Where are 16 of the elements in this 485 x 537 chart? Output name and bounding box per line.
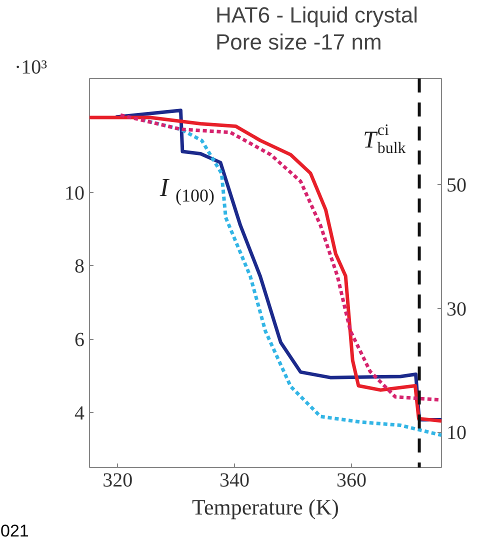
chart-title: HAT6 - Liquid crystal — [216, 2, 418, 28]
y-axis-title: ·10³ — [14, 56, 48, 78]
y-tick-label: 10 — [64, 182, 84, 204]
y2-tick-label: 10 — [446, 422, 466, 444]
y2-tick-label: 50 — [446, 174, 466, 196]
x-tick-label: 360 — [336, 470, 366, 492]
y-tick-label: 8 — [74, 256, 84, 278]
y2-tick-label: 30 — [446, 298, 466, 320]
x-tick-label: 320 — [102, 470, 133, 492]
x-axis-title: Temperature (K) — [192, 494, 339, 520]
y-tick-label: 6 — [74, 329, 84, 352]
x-tick-label: 340 — [220, 470, 250, 492]
y-tick-label: 4 — [74, 402, 84, 424]
chart-subtitle: Pore size -17 nm — [216, 30, 382, 54]
annotation: I(100) — [158, 172, 214, 206]
text: 021 — [0, 522, 29, 537]
